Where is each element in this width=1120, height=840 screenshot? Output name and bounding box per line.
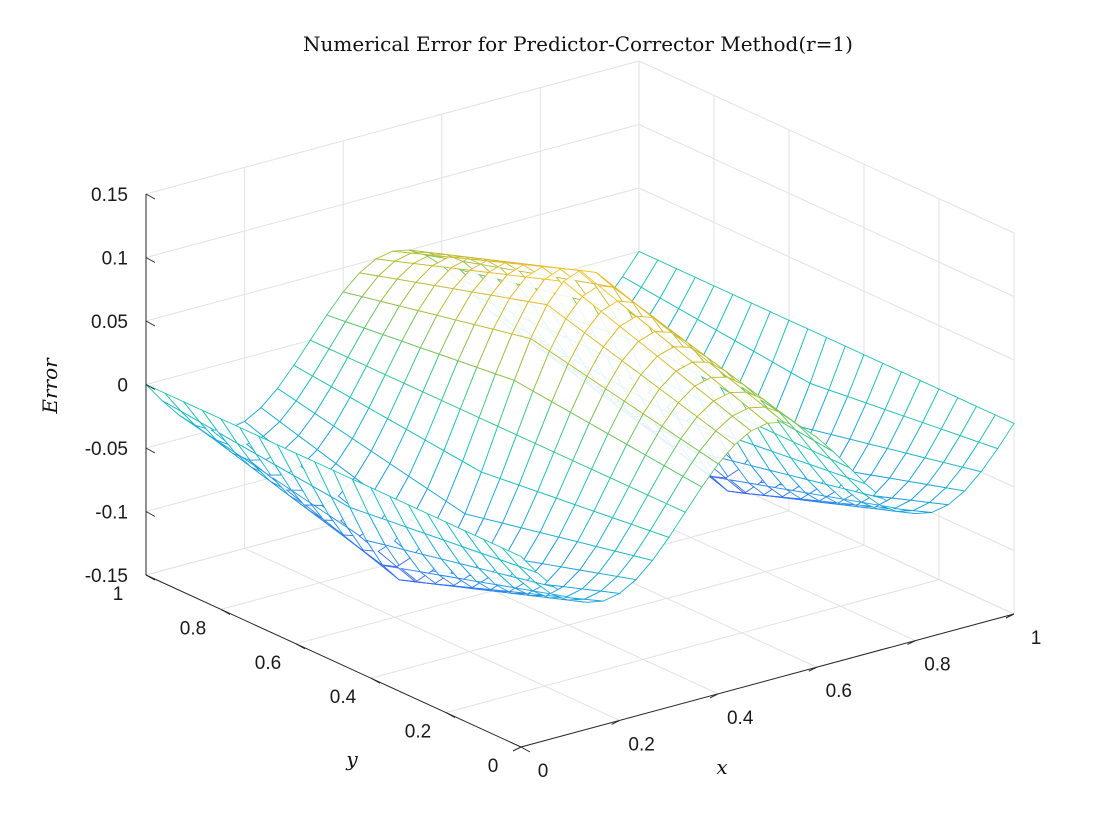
z-tick-mark — [145, 574, 156, 581]
z-tick-mark — [145, 193, 156, 200]
z-tick-label: -0.05 — [85, 439, 128, 460]
y-tick-label: 0.8 — [180, 618, 206, 639]
y-tick-mark — [520, 746, 531, 753]
y-axis-line — [145, 574, 522, 748]
x-tick-mark — [512, 746, 522, 752]
x-tick-mark — [1005, 613, 1015, 619]
back-wall-horizontal-gridline — [145, 60, 640, 195]
side-wall-horizontal-gridline — [638, 187, 1015, 361]
z-tick-mark — [145, 511, 156, 517]
x-axis-label: x — [716, 755, 727, 779]
floor-gridline-y — [370, 544, 865, 679]
x-tick-label: 0 — [538, 761, 549, 782]
y-tick-label: 0.6 — [255, 653, 281, 674]
z-tick-mark — [145, 257, 156, 263]
x-tick-mark — [808, 666, 818, 672]
mesh-cell — [978, 414, 1015, 450]
y-tick-mark — [295, 643, 306, 650]
x-tick-label: 0.4 — [727, 708, 754, 729]
z-axis-label: Error — [38, 357, 62, 415]
z-tick-mark — [145, 320, 156, 327]
z-tick-label: 0.05 — [91, 312, 128, 333]
y-tick-label: 0.2 — [405, 722, 431, 743]
y-axis-label: y — [345, 747, 358, 771]
x-axis-line — [520, 613, 1015, 748]
x-tick-label: 0.6 — [826, 681, 852, 702]
x-tick-mark — [907, 640, 916, 646]
error-surface-mesh — [145, 249, 1015, 603]
z-tick-label: -0.15 — [85, 566, 128, 587]
z-tick-label: 0.15 — [91, 185, 128, 206]
z-tick-mark — [145, 447, 156, 454]
y-tick-label: 0.4 — [330, 687, 357, 708]
floor-gridline-y — [445, 579, 940, 714]
x-tick-mark — [709, 693, 719, 699]
z-tick-label: 0.1 — [102, 249, 128, 270]
z-tick-label: -0.1 — [95, 503, 128, 524]
chart-title: Numerical Error for Predictor-Corrector … — [303, 32, 853, 56]
z-tick-mark — [145, 384, 156, 390]
y-tick-mark — [445, 712, 456, 719]
y-tick-mark — [220, 608, 231, 615]
back-wall-horizontal-gridline — [145, 124, 640, 258]
tick-labels: 00.20.40.60.8100.20.40.60.81-0.15-0.1-0.… — [85, 185, 1042, 782]
x-tick-label: 1 — [1031, 628, 1042, 649]
x-tick-label: 0.8 — [924, 655, 950, 676]
y-tick-label: 0 — [488, 756, 499, 777]
z-tick-label: 0 — [117, 376, 128, 397]
y-tick-mark — [370, 677, 381, 684]
x-tick-mark — [611, 719, 620, 725]
side-wall-horizontal-gridline — [638, 124, 1015, 297]
floor-gridline-x — [244, 547, 620, 721]
y-tick-label: 1 — [113, 584, 124, 605]
side-wall-horizontal-gridline — [638, 60, 1015, 234]
x-tick-label: 0.2 — [628, 734, 654, 755]
